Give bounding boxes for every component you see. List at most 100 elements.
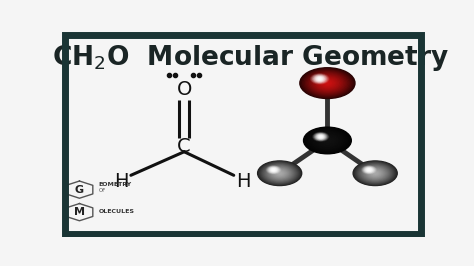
- Circle shape: [324, 139, 331, 143]
- Circle shape: [279, 173, 281, 174]
- Circle shape: [273, 169, 286, 177]
- Circle shape: [365, 168, 385, 179]
- Circle shape: [270, 168, 277, 172]
- Circle shape: [314, 133, 328, 140]
- Circle shape: [316, 134, 325, 139]
- Circle shape: [317, 77, 322, 80]
- Circle shape: [316, 134, 339, 147]
- Circle shape: [307, 129, 348, 152]
- Circle shape: [356, 163, 394, 184]
- Circle shape: [266, 166, 293, 181]
- Circle shape: [302, 69, 352, 97]
- Circle shape: [325, 82, 330, 85]
- Circle shape: [307, 72, 348, 95]
- Circle shape: [364, 167, 374, 173]
- Circle shape: [263, 164, 296, 182]
- Circle shape: [273, 169, 274, 171]
- Circle shape: [313, 75, 326, 82]
- Circle shape: [319, 136, 322, 137]
- Circle shape: [305, 128, 350, 153]
- Circle shape: [366, 168, 384, 178]
- Circle shape: [367, 169, 383, 177]
- Circle shape: [315, 76, 340, 90]
- Circle shape: [357, 163, 393, 183]
- Circle shape: [274, 170, 285, 176]
- Text: CH$_2$O  Molecular Geometry: CH$_2$O Molecular Geometry: [52, 43, 449, 73]
- Circle shape: [319, 78, 336, 88]
- Circle shape: [316, 77, 324, 81]
- Circle shape: [312, 74, 328, 83]
- Circle shape: [374, 173, 376, 174]
- Circle shape: [272, 169, 275, 171]
- Circle shape: [362, 166, 376, 174]
- Circle shape: [319, 78, 321, 80]
- Text: OF: OF: [99, 188, 106, 193]
- Circle shape: [356, 162, 395, 184]
- Circle shape: [372, 171, 378, 175]
- Circle shape: [260, 162, 300, 184]
- Circle shape: [267, 167, 292, 180]
- Circle shape: [272, 169, 287, 177]
- Circle shape: [314, 76, 325, 82]
- Circle shape: [361, 165, 390, 181]
- Text: M: M: [74, 207, 85, 217]
- Circle shape: [319, 135, 323, 138]
- Circle shape: [305, 71, 349, 95]
- Circle shape: [315, 134, 327, 140]
- Circle shape: [316, 77, 338, 89]
- Circle shape: [301, 69, 354, 98]
- Circle shape: [270, 168, 290, 179]
- Circle shape: [313, 132, 342, 148]
- Circle shape: [265, 165, 294, 181]
- Circle shape: [317, 135, 338, 147]
- Circle shape: [311, 74, 344, 92]
- Circle shape: [264, 165, 295, 182]
- Circle shape: [353, 161, 397, 186]
- Circle shape: [310, 131, 344, 150]
- Circle shape: [276, 171, 283, 175]
- Circle shape: [269, 168, 278, 172]
- Circle shape: [277, 172, 282, 174]
- Circle shape: [364, 167, 386, 179]
- Circle shape: [323, 138, 332, 143]
- Circle shape: [262, 163, 297, 183]
- Text: EOMETRY: EOMETRY: [99, 182, 132, 187]
- Circle shape: [359, 164, 392, 182]
- Circle shape: [266, 166, 281, 174]
- Circle shape: [310, 73, 346, 93]
- Circle shape: [326, 140, 328, 141]
- Circle shape: [313, 132, 328, 141]
- Text: H: H: [236, 172, 250, 191]
- Circle shape: [320, 79, 334, 87]
- Circle shape: [267, 166, 280, 173]
- Text: OLECULES: OLECULES: [99, 209, 135, 214]
- Circle shape: [308, 72, 346, 94]
- Circle shape: [261, 163, 299, 184]
- Circle shape: [322, 80, 333, 86]
- Circle shape: [362, 166, 388, 181]
- Circle shape: [360, 165, 391, 182]
- Circle shape: [271, 168, 289, 178]
- Circle shape: [370, 170, 381, 176]
- Circle shape: [269, 167, 291, 179]
- Circle shape: [325, 139, 330, 142]
- Circle shape: [323, 81, 331, 85]
- Circle shape: [321, 137, 333, 144]
- Circle shape: [268, 167, 279, 173]
- Circle shape: [308, 130, 346, 151]
- Circle shape: [259, 161, 301, 185]
- Circle shape: [326, 82, 329, 84]
- Circle shape: [318, 78, 337, 89]
- Circle shape: [310, 74, 329, 84]
- Circle shape: [303, 127, 351, 154]
- Circle shape: [365, 168, 373, 172]
- Circle shape: [319, 136, 336, 145]
- Circle shape: [312, 132, 343, 149]
- Circle shape: [314, 133, 340, 148]
- Circle shape: [306, 128, 349, 152]
- Circle shape: [310, 131, 346, 151]
- Text: C: C: [177, 137, 191, 156]
- Circle shape: [367, 169, 371, 171]
- Circle shape: [257, 161, 301, 186]
- Circle shape: [320, 136, 335, 144]
